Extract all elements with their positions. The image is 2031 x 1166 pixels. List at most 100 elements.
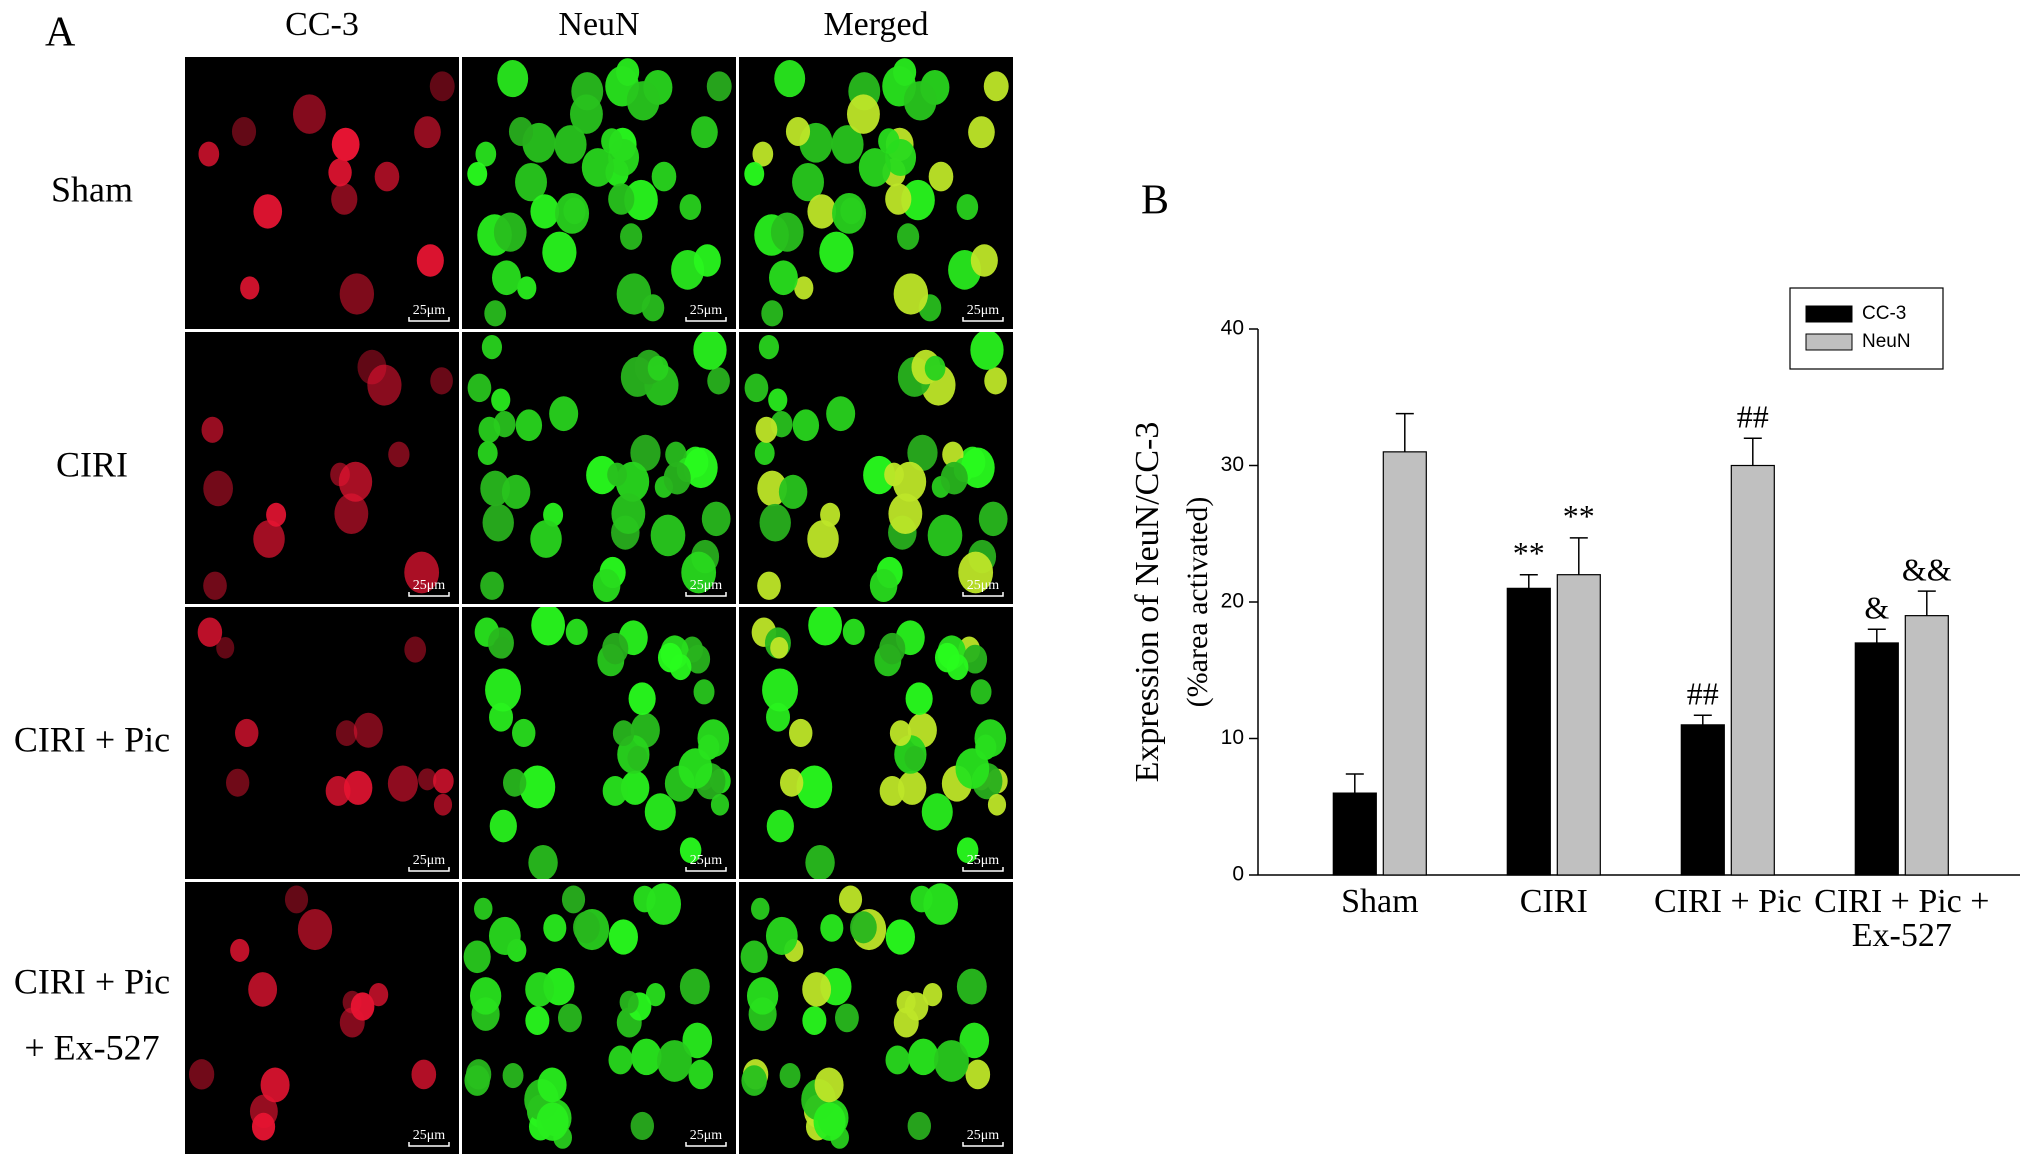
cell xyxy=(501,474,531,509)
cell xyxy=(611,493,646,535)
cell xyxy=(297,908,333,951)
cell xyxy=(624,179,658,221)
micrograph: 25μm xyxy=(462,882,736,1154)
cell xyxy=(488,916,521,955)
cell xyxy=(555,193,590,234)
cell xyxy=(789,718,813,748)
cell xyxy=(581,148,614,187)
cell xyxy=(766,809,794,843)
legend-swatch xyxy=(1805,305,1853,323)
cell xyxy=(530,520,562,558)
cell xyxy=(646,883,682,925)
cell xyxy=(759,503,791,542)
cell xyxy=(430,367,453,395)
cells xyxy=(201,349,453,600)
row-label: CIRI + Pic xyxy=(14,719,170,759)
error-bar xyxy=(1917,590,1936,616)
cell xyxy=(248,972,278,1007)
cell xyxy=(921,793,953,831)
cell xyxy=(878,128,900,154)
cell xyxy=(525,1006,550,1036)
cell xyxy=(769,260,798,296)
error-bar xyxy=(1569,537,1588,575)
cell xyxy=(740,940,768,974)
micrograph: 25μm xyxy=(462,332,736,604)
cell xyxy=(536,1102,569,1141)
cell xyxy=(970,332,1004,370)
cell xyxy=(846,94,880,134)
cell xyxy=(225,768,250,797)
cell xyxy=(235,718,259,748)
cell xyxy=(197,617,223,647)
cell xyxy=(813,1102,846,1141)
cell xyxy=(842,618,865,646)
cell xyxy=(292,94,326,134)
cell xyxy=(987,793,1007,816)
cell xyxy=(357,349,387,385)
panel-label: A xyxy=(45,10,76,56)
cell xyxy=(770,212,804,252)
cells xyxy=(751,607,1008,879)
cell xyxy=(478,416,501,443)
cell xyxy=(831,125,864,164)
scale-bar-label: 25μm xyxy=(690,1128,723,1143)
cell xyxy=(330,462,350,487)
cell xyxy=(691,116,718,149)
error-bar xyxy=(1693,714,1712,725)
cell xyxy=(343,770,373,805)
cell xyxy=(910,885,933,913)
significance-label: ## xyxy=(1687,676,1719,712)
cell xyxy=(792,162,824,202)
cell xyxy=(489,809,517,843)
cell xyxy=(368,983,389,1007)
cell xyxy=(480,571,504,600)
cell xyxy=(467,161,488,186)
legend-swatch xyxy=(1805,333,1853,351)
cells xyxy=(474,607,731,879)
cell xyxy=(807,194,837,229)
significance-label: && xyxy=(1902,551,1952,587)
cell xyxy=(353,712,383,748)
bar xyxy=(1556,574,1601,876)
cell xyxy=(663,461,691,495)
cell xyxy=(416,244,444,277)
cell xyxy=(746,977,779,1015)
cell xyxy=(785,117,811,146)
cell xyxy=(751,897,770,920)
cell xyxy=(644,793,676,831)
cell xyxy=(519,765,556,809)
scale-bar-label: 25μm xyxy=(967,853,1000,868)
cell xyxy=(647,355,669,381)
cell xyxy=(768,388,788,412)
cell xyxy=(608,1045,633,1075)
cell xyxy=(342,990,362,1014)
cell xyxy=(744,161,765,186)
cell xyxy=(561,885,586,914)
cell xyxy=(958,551,994,594)
cell xyxy=(905,682,933,715)
panel-label: B xyxy=(1141,178,1169,224)
cell xyxy=(805,844,835,879)
cell xyxy=(508,117,534,146)
cells xyxy=(467,332,731,602)
cell xyxy=(367,364,402,406)
cell xyxy=(542,231,577,273)
cell xyxy=(970,679,992,705)
y-tick-label: 10 xyxy=(1221,726,1244,749)
cell xyxy=(493,212,527,252)
cell xyxy=(758,335,779,360)
cell xyxy=(927,514,963,557)
cell xyxy=(897,770,927,805)
cell xyxy=(411,1059,437,1090)
micrograph: 25μm xyxy=(185,882,459,1154)
cell xyxy=(573,911,600,944)
cell xyxy=(984,367,1007,395)
cell xyxy=(484,300,507,327)
scale-bar xyxy=(408,592,450,597)
cell xyxy=(549,396,579,432)
cell xyxy=(983,71,1009,102)
micrograph: 25μm xyxy=(739,882,1013,1154)
cell xyxy=(414,116,441,149)
cell xyxy=(525,972,555,1007)
cell xyxy=(923,883,959,925)
